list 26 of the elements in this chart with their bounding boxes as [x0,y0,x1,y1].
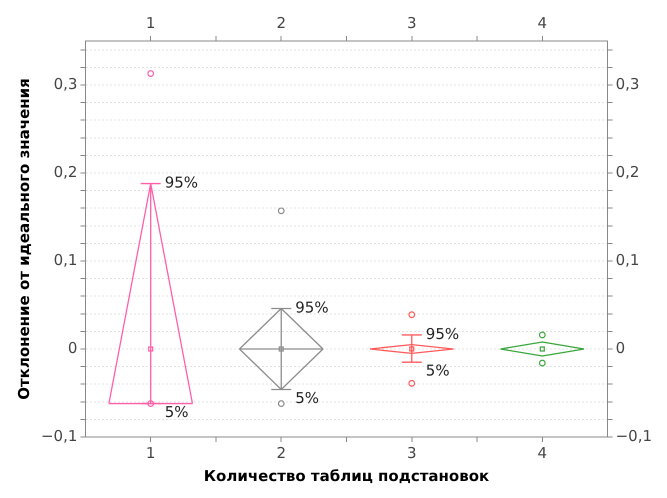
x2-tick-label: 4 [538,14,548,32]
y-tick-label: 0,1 [54,250,78,269]
x2-tick-label: 1 [146,14,156,32]
y2-tick-label: 0,3 [616,74,640,93]
x-tick-label: 1 [146,444,156,462]
y2-tick-label: 0,2 [616,162,640,181]
x-tick-label: 3 [406,444,417,462]
y2-tick-label: 0 [616,338,626,357]
x-tick-label: 2 [276,444,286,462]
annotation: 95% [164,173,198,192]
x-tick-label: 4 [538,444,548,462]
x2-tick-label: 2 [276,14,286,32]
x-axis-title: Количество таблиц подстановок [204,466,490,485]
annotation: 5% [426,362,450,380]
y-tick-label: 0,3 [54,74,78,93]
annotation: 95% [426,324,460,343]
annotation: 5% [295,388,320,407]
y2-tick-label: −0,1 [616,426,652,445]
y2-tick-label: 0,1 [616,250,640,269]
y-tick-label: 0,2 [54,162,78,181]
annotation: 5% [164,402,188,421]
annotation: 95% [295,298,329,316]
x2-tick-label: 3 [406,14,417,32]
y-tick-label: 0 [68,338,78,357]
y-tick-label: −0,1 [40,426,78,445]
y-axis-title: Отклонение от идеального значения [14,78,33,400]
